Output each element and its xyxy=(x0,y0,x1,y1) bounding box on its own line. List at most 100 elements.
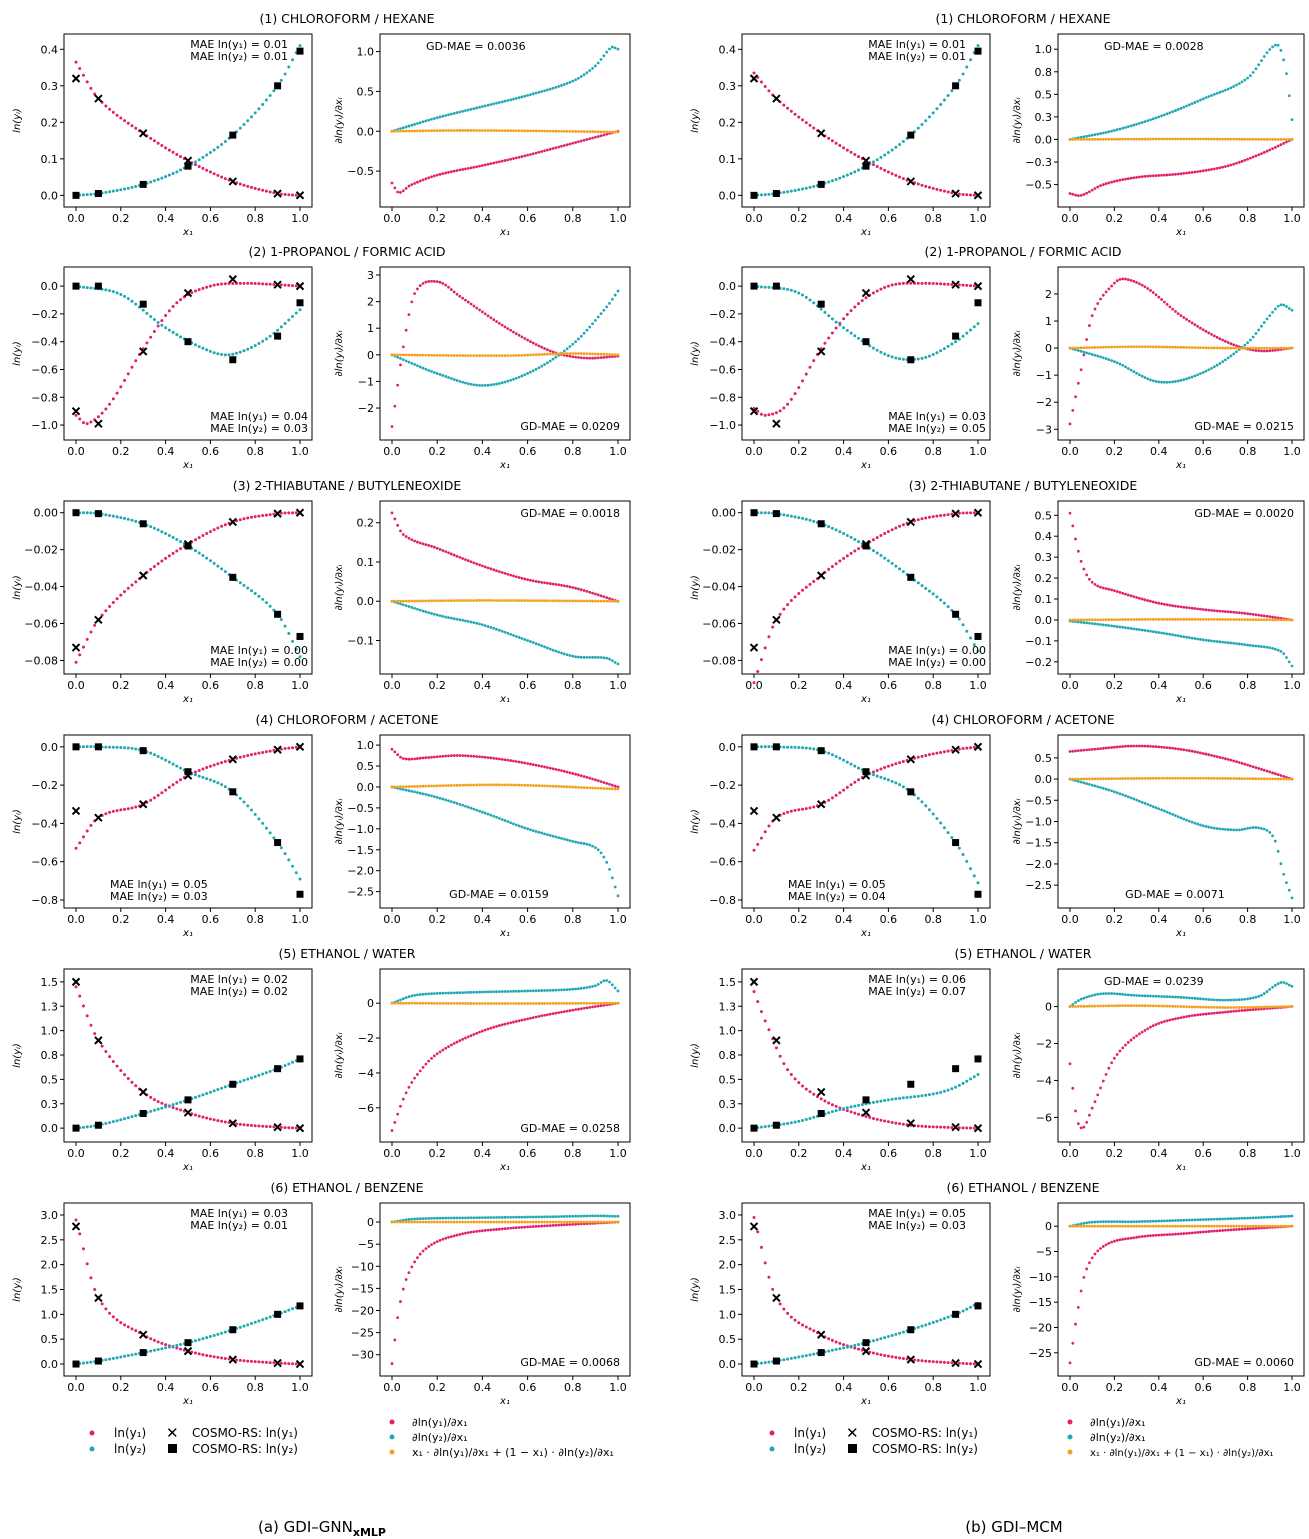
ln-y1-point xyxy=(942,1360,946,1364)
y-tick-label: 0.00 xyxy=(712,507,737,520)
gd-point xyxy=(540,784,544,788)
gd-point xyxy=(438,599,442,603)
d1-point xyxy=(1171,307,1175,311)
ln-y1-point xyxy=(268,1125,272,1129)
ln-y2-point xyxy=(789,189,793,193)
d2-point xyxy=(455,111,459,115)
d2-point xyxy=(495,101,498,105)
d1-point xyxy=(447,551,450,555)
gd-mae-label: GD-MAE = 0.0036 xyxy=(426,40,526,53)
d1-point xyxy=(1090,1106,1094,1110)
ln-y1-point xyxy=(74,985,78,989)
d2-point xyxy=(1110,789,1114,793)
ln-y1-point xyxy=(782,103,786,107)
gd-point xyxy=(500,129,504,133)
d1-point xyxy=(455,1040,459,1044)
d2-point xyxy=(464,619,467,623)
d1-point xyxy=(1096,302,1100,305)
d2-point xyxy=(571,342,575,346)
d2-point xyxy=(616,894,620,898)
gd-point xyxy=(1290,1005,1294,1008)
d2-point xyxy=(1162,113,1166,117)
d2-point xyxy=(461,991,465,994)
gd-point xyxy=(562,599,566,603)
ln-y2-point xyxy=(782,745,786,749)
ln-y1-point xyxy=(272,1125,276,1129)
cosmo-y2-marker xyxy=(974,47,982,55)
d1-point xyxy=(537,764,541,768)
ln-y2-point xyxy=(264,1071,268,1075)
ln-y1-point xyxy=(916,755,920,759)
cosmo-y2-marker xyxy=(907,573,915,581)
gd-point xyxy=(478,354,481,358)
x-tick-label: 0.0 xyxy=(67,1147,85,1160)
d2-point xyxy=(585,656,589,659)
ln-y2-point xyxy=(924,804,928,808)
gd-point xyxy=(599,1220,603,1224)
y-tick-label: 0.4 xyxy=(1035,530,1053,543)
x-tick-label: 0.2 xyxy=(428,913,446,926)
gd-point xyxy=(512,354,515,357)
d1-point xyxy=(1221,609,1225,613)
ln-y1-point xyxy=(119,593,123,597)
ln-y1-point xyxy=(152,139,156,143)
gd-point xyxy=(1240,137,1244,141)
d1-point xyxy=(534,151,538,155)
gd-point xyxy=(1243,137,1247,141)
d1-point xyxy=(1168,173,1172,177)
d2-point xyxy=(568,988,572,991)
d2-point xyxy=(427,368,431,372)
d2-point xyxy=(610,1214,614,1218)
d2-point xyxy=(455,991,459,995)
ln-y1-point xyxy=(264,1124,268,1128)
d2-point xyxy=(452,801,456,804)
ln-y2-point xyxy=(193,1095,197,1099)
ln-y1-point xyxy=(134,359,138,363)
ln-y1-point xyxy=(898,761,902,765)
gd-point xyxy=(1135,777,1138,780)
gd-point xyxy=(1229,777,1233,780)
ln-y1-point xyxy=(205,168,209,172)
d1-point xyxy=(1146,287,1150,290)
ln-y2-point xyxy=(950,836,954,840)
ln-y2-point xyxy=(838,176,842,180)
ln-y2-point xyxy=(249,1322,253,1326)
d2-point xyxy=(1229,354,1233,358)
gd-point xyxy=(599,130,603,134)
d1-point xyxy=(523,154,527,158)
d1-point xyxy=(1085,748,1089,752)
gd-point xyxy=(512,783,515,787)
d1-point xyxy=(483,1229,487,1232)
gd-point xyxy=(441,784,445,788)
ln-y2-point xyxy=(879,350,883,354)
d2-point xyxy=(1276,648,1280,652)
d1-point xyxy=(407,1085,411,1089)
y-axis-label: ∂ln(yᵢ)/∂xᵢ xyxy=(1012,564,1023,610)
ln-y2-point xyxy=(789,514,793,518)
d2-point xyxy=(475,621,479,625)
ln-y1-point xyxy=(834,1104,838,1108)
d2-point xyxy=(1193,101,1197,104)
ln-y1-point xyxy=(849,1110,853,1114)
ln-y2-point xyxy=(954,340,958,344)
d1-point xyxy=(396,190,400,194)
y-tick-label: 0.2 xyxy=(357,517,375,530)
d1-point xyxy=(1212,334,1216,338)
gd-point xyxy=(1204,617,1208,621)
d2-point xyxy=(413,122,416,126)
y-tick-label: 0.00 xyxy=(34,507,59,520)
gd-point xyxy=(393,599,397,603)
y-tick-label: −1.0 xyxy=(31,419,58,432)
ln-y1-point xyxy=(969,746,973,750)
gd-point xyxy=(489,129,493,132)
ln-y2-point xyxy=(946,93,950,97)
gd-point xyxy=(548,1002,552,1005)
ln-y2-point xyxy=(853,1104,857,1108)
cosmo-y1-marker xyxy=(94,615,103,625)
d2-point xyxy=(574,340,578,344)
ln-y1-point xyxy=(111,1315,115,1319)
gd-point xyxy=(1171,1004,1175,1008)
gd-point xyxy=(565,599,569,603)
d1-point xyxy=(1149,744,1152,748)
d1-point xyxy=(1101,183,1105,186)
